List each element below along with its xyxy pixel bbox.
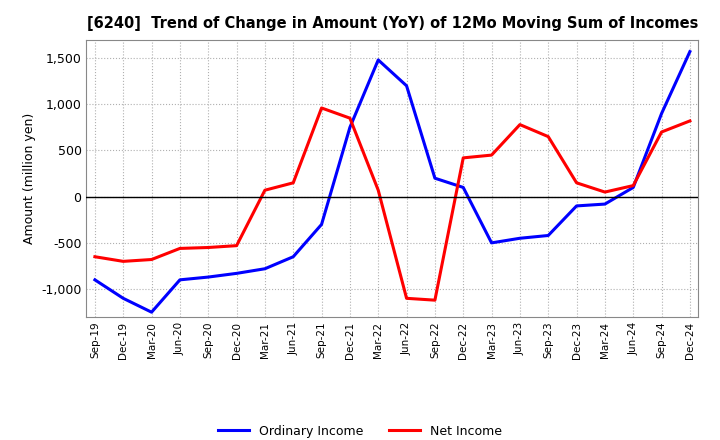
Net Income bbox=[346, 115, 354, 121]
Title: [6240]  Trend of Change in Amount (YoY) of 12Mo Moving Sum of Incomes: [6240] Trend of Change in Amount (YoY) o… bbox=[86, 16, 698, 32]
Ordinary Income bbox=[600, 202, 609, 207]
Net Income bbox=[176, 246, 184, 251]
Ordinary Income bbox=[318, 222, 326, 227]
Net Income bbox=[402, 296, 411, 301]
Net Income bbox=[516, 122, 524, 127]
Net Income bbox=[544, 134, 552, 139]
Net Income bbox=[233, 243, 241, 248]
Ordinary Income bbox=[233, 271, 241, 276]
Legend: Ordinary Income, Net Income: Ordinary Income, Net Income bbox=[213, 420, 507, 440]
Net Income bbox=[318, 105, 326, 110]
Ordinary Income bbox=[402, 83, 411, 88]
Ordinary Income bbox=[572, 203, 581, 209]
Net Income bbox=[685, 118, 694, 124]
Net Income bbox=[572, 180, 581, 185]
Ordinary Income bbox=[204, 275, 212, 280]
Net Income bbox=[91, 254, 99, 259]
Ordinary Income bbox=[685, 49, 694, 54]
Ordinary Income bbox=[657, 111, 666, 116]
Ordinary Income bbox=[374, 57, 382, 62]
Line: Ordinary Income: Ordinary Income bbox=[95, 51, 690, 312]
Net Income bbox=[204, 245, 212, 250]
Ordinary Income bbox=[91, 277, 99, 282]
Net Income bbox=[487, 152, 496, 158]
Net Income bbox=[374, 187, 382, 193]
Net Income bbox=[148, 257, 156, 262]
Ordinary Income bbox=[289, 254, 297, 259]
Net Income bbox=[289, 180, 297, 185]
Y-axis label: Amount (million yen): Amount (million yen) bbox=[22, 113, 35, 244]
Net Income bbox=[459, 155, 467, 161]
Ordinary Income bbox=[119, 296, 127, 301]
Ordinary Income bbox=[431, 176, 439, 181]
Net Income bbox=[431, 297, 439, 303]
Ordinary Income bbox=[629, 185, 637, 190]
Ordinary Income bbox=[487, 240, 496, 246]
Ordinary Income bbox=[261, 266, 269, 271]
Net Income bbox=[119, 259, 127, 264]
Ordinary Income bbox=[148, 309, 156, 315]
Ordinary Income bbox=[544, 233, 552, 238]
Ordinary Income bbox=[346, 125, 354, 130]
Net Income bbox=[629, 183, 637, 188]
Ordinary Income bbox=[459, 185, 467, 190]
Ordinary Income bbox=[516, 235, 524, 241]
Net Income bbox=[261, 187, 269, 193]
Line: Net Income: Net Income bbox=[95, 108, 690, 300]
Ordinary Income bbox=[176, 277, 184, 282]
Net Income bbox=[657, 129, 666, 135]
Net Income bbox=[600, 189, 609, 194]
